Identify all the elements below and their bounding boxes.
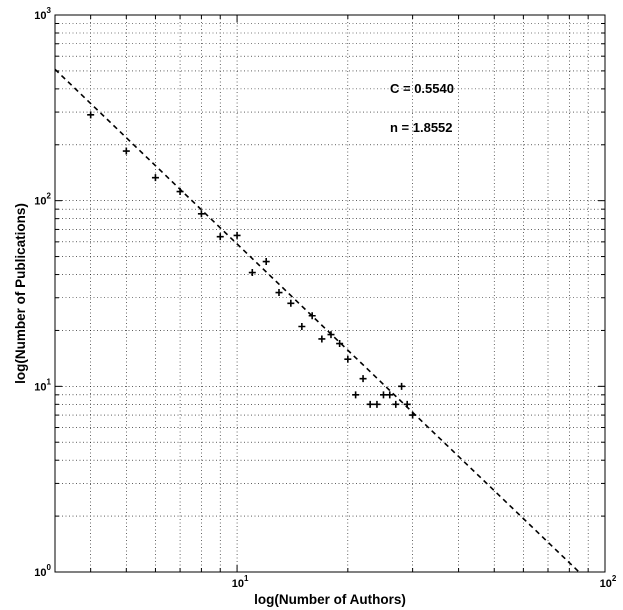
data-point <box>336 340 344 348</box>
x-tick-label: 101 <box>232 574 249 590</box>
plot-area-frame <box>54 14 606 573</box>
y-tick-label: 103 <box>34 6 51 22</box>
data-point <box>122 147 130 155</box>
data-point <box>298 323 306 331</box>
data-point <box>151 174 159 182</box>
data-point <box>409 411 417 419</box>
data-point <box>197 210 205 218</box>
data-point <box>386 391 394 399</box>
data-point <box>366 400 374 408</box>
data-point <box>248 269 256 277</box>
axis-ticks <box>55 15 605 572</box>
data-point <box>233 231 241 239</box>
data-point <box>308 312 316 320</box>
y-tick-label: 100 <box>34 563 51 579</box>
data-point <box>318 335 326 343</box>
data-point <box>216 233 224 241</box>
data-point <box>398 382 406 390</box>
tick-labels: 101 102 100 101 102 103 <box>34 6 617 590</box>
data-point <box>87 111 95 119</box>
data-points <box>87 111 417 419</box>
data-point <box>403 400 411 408</box>
y-tick-label: 102 <box>34 192 51 208</box>
data-point <box>379 391 387 399</box>
grid-lines <box>55 15 605 572</box>
x-axis-label: log(Number of Authors) <box>254 592 406 607</box>
x-tick-label: 102 <box>600 574 617 590</box>
data-point <box>275 289 283 297</box>
fit-line <box>54 68 580 573</box>
data-point <box>176 188 184 196</box>
data-point <box>287 299 295 307</box>
fit-line-group <box>54 68 580 573</box>
y-tick-label: 101 <box>34 377 51 393</box>
annotation-n-value: n = 1.8552 <box>390 120 453 135</box>
data-point <box>359 375 367 383</box>
data-point <box>344 355 352 363</box>
data-point <box>373 400 381 408</box>
annotation-c-value: C = 0.5540 <box>390 81 454 96</box>
data-point <box>262 258 270 266</box>
data-point <box>352 391 360 399</box>
y-axis-label: log(Number of Publications) <box>13 203 28 384</box>
data-point <box>327 331 335 339</box>
data-point <box>392 400 400 408</box>
